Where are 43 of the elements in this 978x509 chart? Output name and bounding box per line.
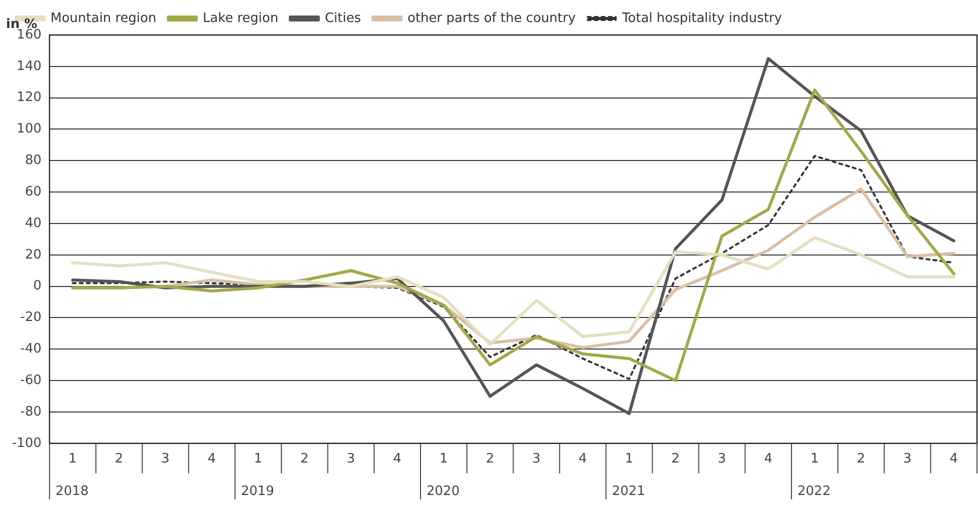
y-tick-label: 80: [24, 153, 42, 168]
x-tick-label: 1: [810, 452, 819, 467]
text: 2022: [798, 484, 831, 499]
text: 2019: [241, 484, 274, 499]
x-tick-label: 2: [114, 452, 124, 467]
y-tick-label: 100: [16, 122, 42, 137]
x-tick-label: 3: [718, 452, 726, 467]
x-tick-label: 4: [764, 452, 772, 467]
x-tick-label: 2: [300, 452, 309, 467]
x-tick-label: 4: [950, 452, 958, 467]
x-tick-label: 4: [208, 452, 216, 467]
x-tick-label: 1: [254, 452, 262, 467]
x-tick-label: 4: [578, 452, 587, 467]
y-tick-label: 120: [16, 90, 42, 106]
text: 2020: [426, 484, 460, 499]
y-tick-label: 20: [24, 247, 42, 262]
x-tick-label: 2: [486, 452, 494, 467]
y-tick-label: 0: [33, 278, 42, 294]
y-tick-label: -100: [12, 436, 42, 451]
legend-label: Lake region: [202, 10, 278, 26]
x-tick-label: 1: [68, 452, 77, 467]
x-tick-label: 3: [161, 452, 170, 467]
x-tick-label: 4: [393, 452, 402, 467]
y-tick-label: -80: [20, 404, 42, 420]
legend-label: Cities: [324, 10, 362, 26]
y-tick-label: -60: [20, 372, 42, 388]
x-tick-label: 3: [346, 452, 356, 467]
text: 2018: [56, 484, 89, 499]
y-tick-label: 140: [16, 58, 42, 74]
y-tick-label: 40: [24, 216, 42, 231]
x-tick-label: 2: [856, 452, 866, 467]
y-tick-label: -20: [20, 310, 42, 326]
legend-label: other parts of the country: [407, 10, 576, 26]
text: 2021: [612, 484, 646, 499]
y-tick-label: -40: [20, 342, 42, 357]
y-tick-label: 60: [24, 184, 42, 200]
x-tick-label: 3: [532, 452, 541, 467]
legend-label: Total hospitality industry: [621, 10, 782, 26]
x-tick-label: 1: [440, 452, 448, 467]
legend-label: Mountain region: [50, 10, 156, 26]
x-tick-label: 3: [903, 452, 912, 467]
x-tick-label: 2: [671, 452, 680, 467]
x-tick-label: 1: [625, 452, 634, 467]
